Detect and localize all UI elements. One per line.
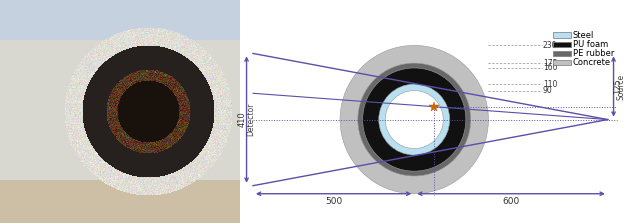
- Circle shape: [379, 84, 450, 155]
- Bar: [553, 41, 571, 47]
- Text: 500: 500: [325, 197, 342, 206]
- Circle shape: [358, 63, 470, 176]
- Text: Source: Source: [616, 73, 625, 99]
- Text: 175: 175: [543, 59, 557, 68]
- Text: PU foam: PU foam: [573, 40, 608, 49]
- Circle shape: [340, 45, 488, 194]
- Bar: [553, 33, 571, 38]
- Text: 160: 160: [543, 64, 557, 72]
- Text: 230: 230: [543, 41, 557, 50]
- Bar: [553, 51, 571, 56]
- Text: Steel: Steel: [573, 31, 594, 40]
- Text: 90: 90: [543, 86, 553, 95]
- Text: Concrete: Concrete: [573, 58, 611, 67]
- Bar: [553, 60, 571, 65]
- Text: PE rubber: PE rubber: [573, 49, 614, 58]
- Circle shape: [363, 68, 466, 171]
- Circle shape: [385, 91, 444, 149]
- Text: 110: 110: [543, 80, 557, 89]
- Text: 125: 125: [612, 79, 621, 94]
- Text: Detector: Detector: [246, 103, 255, 136]
- Text: 410: 410: [237, 112, 246, 127]
- Text: 600: 600: [502, 197, 520, 206]
